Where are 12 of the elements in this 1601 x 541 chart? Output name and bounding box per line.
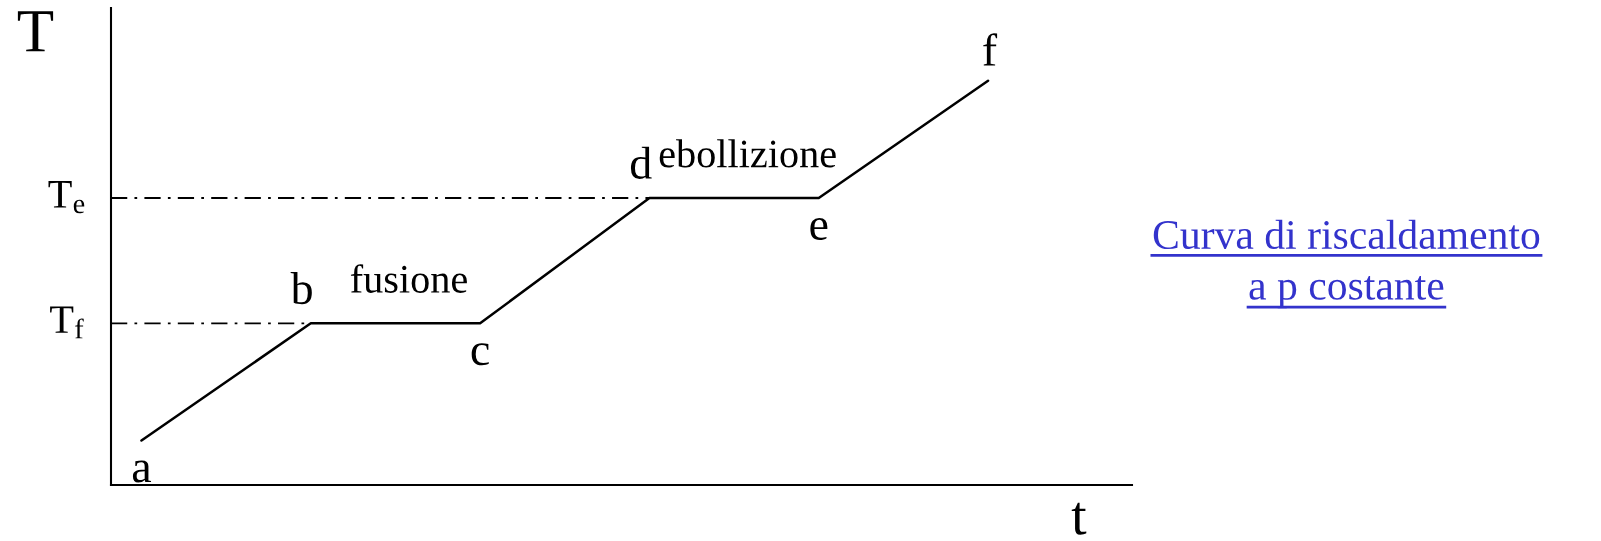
y-axis-title: T (17, 11, 54, 52)
annotation: b (290, 272, 312, 305)
x-axis-title: t (1071, 502, 1087, 535)
annotation: fusione (350, 264, 467, 293)
annotation: ebollizione (659, 139, 836, 168)
annotation: a (132, 460, 152, 483)
annotation: e (810, 217, 828, 240)
annotation: d (630, 146, 652, 179)
annotation: f (983, 33, 998, 66)
ref-line-label: T$_{f}$ (50, 306, 84, 339)
annotation: c (471, 343, 489, 366)
ref-line-label: T$_{e}$ (48, 181, 85, 214)
